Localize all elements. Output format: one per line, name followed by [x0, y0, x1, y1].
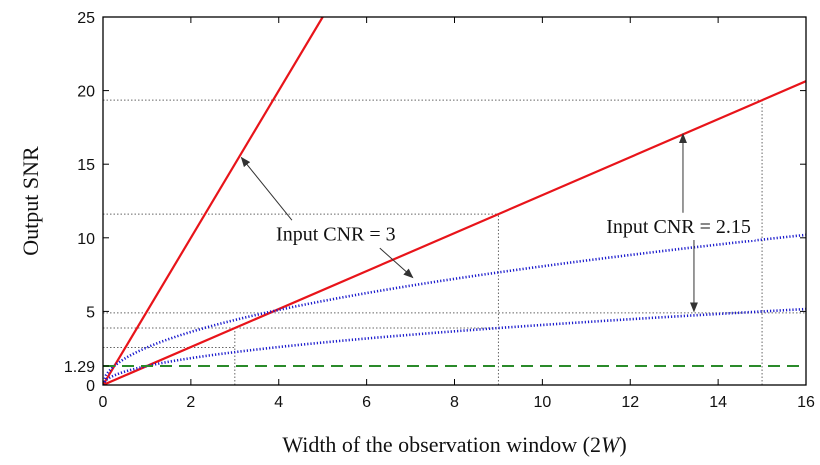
y-tick-label-2: 10: [77, 231, 95, 248]
x-tick-label-6: 12: [621, 394, 639, 411]
annotation-0-label-bg: [272, 221, 400, 248]
y-tick-label-4: 20: [77, 84, 95, 101]
reference-lines: [103, 99, 806, 385]
ticks: 0 2 4 6 8 10 12 14 16 0 5 10 15 20 25 1.29: [64, 10, 815, 411]
annotation-0-arrow-1: [379, 247, 414, 279]
x-tick-label-8: 16: [797, 394, 815, 411]
x-tick-label-3: 6: [362, 394, 371, 411]
series-line-2: [103, 233, 806, 385]
y-axis-title: Output SNR: [18, 146, 43, 256]
series-layer: [103, 17, 806, 385]
x-tick-label-4: 8: [450, 394, 459, 411]
x-axis-title: Width of the observation window (2W): [282, 432, 626, 457]
plot-frame: [102, 16, 807, 386]
x-tick-label-7: 14: [709, 394, 727, 411]
y-tick-label-3: 15: [77, 157, 95, 174]
annotation-label-1: Input CNR = 2.15: [606, 216, 751, 238]
x-axis-title-prefix: Width of the observation window (2: [282, 432, 601, 457]
y-extra-tick-label-0: 1.29: [64, 359, 95, 376]
series-line-3: [103, 307, 806, 385]
annotation-0-arrow-0: [240, 156, 293, 221]
y-tick-label-1: 5: [86, 304, 95, 321]
x-tick-label-2: 4: [274, 394, 283, 411]
annotation-label-0: Input CNR = 3: [276, 223, 396, 245]
series-line-1: [103, 80, 806, 385]
annotations: Input CNR = 3 Input CNR = 2.15: [240, 133, 755, 313]
x-axis-title-suffix: ): [619, 432, 626, 457]
x-axis-title-variable: W: [601, 432, 621, 457]
y-tick-label-5: 25: [77, 10, 95, 27]
series-line-0: [103, 17, 324, 385]
x-tick-label-0: 0: [99, 394, 108, 411]
y-tick-label-0: 0: [86, 378, 95, 395]
x-tick-label-5: 10: [533, 394, 551, 411]
annotation-1-label-bg: [602, 214, 755, 241]
x-tick-label-1: 2: [186, 394, 195, 411]
